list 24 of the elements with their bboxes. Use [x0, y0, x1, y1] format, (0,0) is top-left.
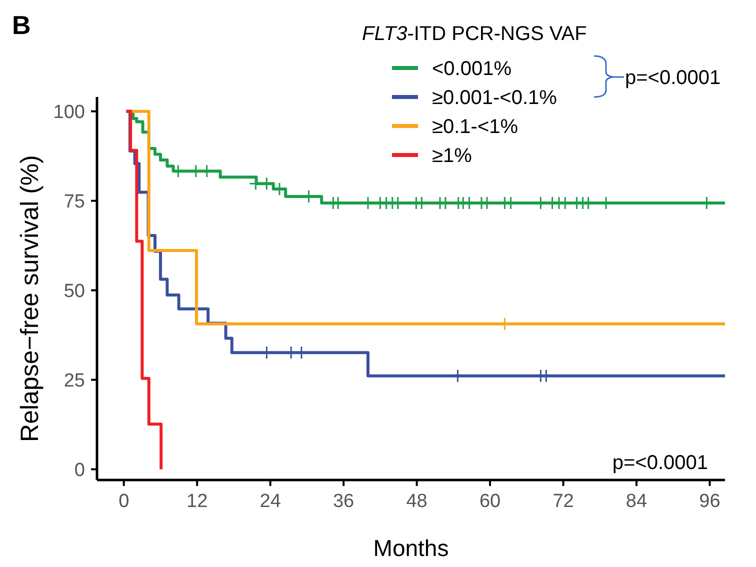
- y-tick-label: 100: [53, 102, 85, 123]
- x-tick-label: 24: [260, 491, 282, 512]
- legend-title: FLT3-ITD PCR-NGS VAF: [362, 23, 587, 45]
- x-tick-label: 0: [118, 491, 130, 512]
- y-tick-label: 25: [64, 370, 85, 392]
- y-tick-label: 75: [64, 191, 85, 212]
- annotation: p=<0.0001: [612, 452, 708, 474]
- legend-label: <0.001%: [432, 58, 512, 80]
- x-tick-label: 48: [406, 491, 428, 512]
- x-tick-label: 96: [699, 491, 720, 512]
- x-tick-label: 60: [479, 491, 501, 512]
- legend-label: ≥1%: [432, 145, 472, 167]
- y-tick-label: 0: [74, 460, 85, 481]
- x-axis-title: Months: [373, 535, 449, 561]
- x-tick-label: 12: [186, 491, 208, 512]
- text: p=<0.0001: [625, 67, 721, 89]
- y-tick-label: 50: [64, 280, 85, 302]
- x-tick-label: 36: [332, 491, 354, 512]
- legend-label: ≥0.001-<0.1%: [432, 87, 558, 109]
- x-tick-label: 84: [626, 491, 648, 512]
- y-axis-title: Relapse−free survival (%): [16, 155, 44, 442]
- text: B: [12, 10, 31, 40]
- legend-label: ≥0.1-<1%: [432, 116, 518, 138]
- x-tick-label: 72: [552, 491, 574, 512]
